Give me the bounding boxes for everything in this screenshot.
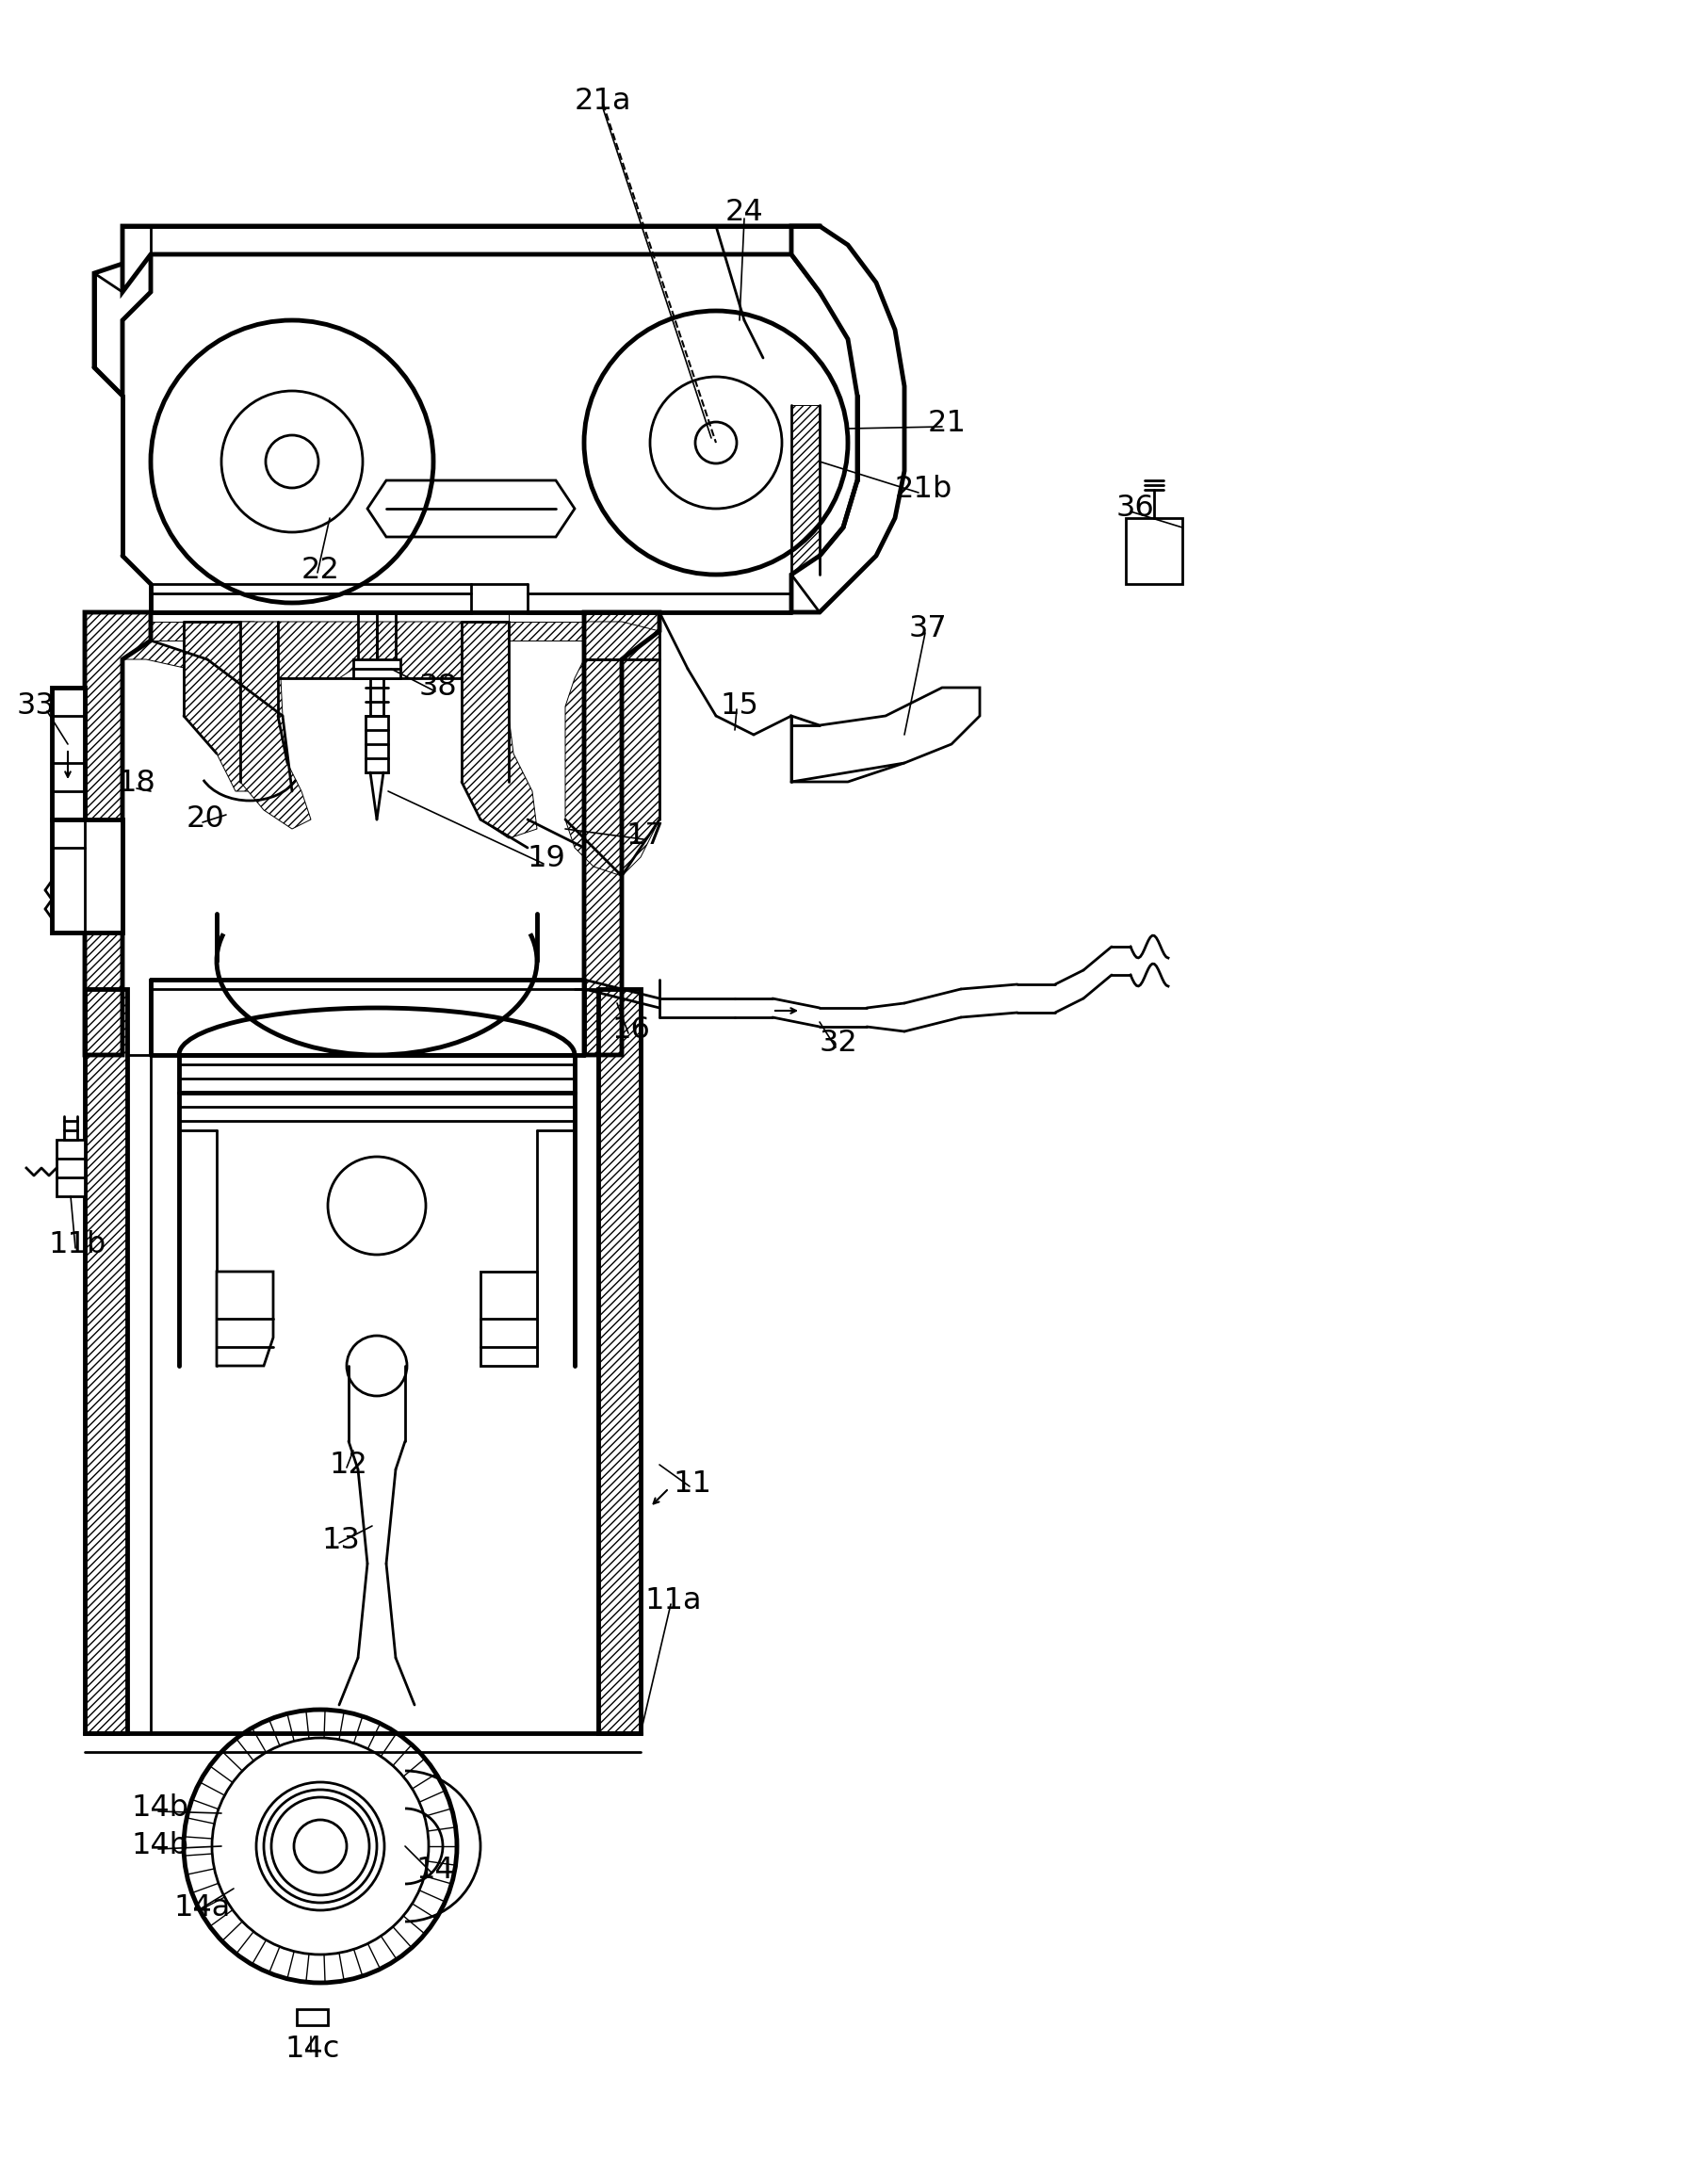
Polygon shape (94, 254, 150, 396)
Text: 17: 17 (627, 822, 664, 850)
Polygon shape (598, 989, 640, 1733)
Polygon shape (150, 613, 184, 641)
Polygon shape (65, 1130, 77, 1139)
Text: 36: 36 (1115, 493, 1155, 524)
Text: 14b: 14b (132, 1794, 190, 1824)
Text: 19: 19 (528, 844, 565, 874)
Text: 14b: 14b (132, 1833, 190, 1861)
Polygon shape (123, 226, 820, 291)
Polygon shape (184, 622, 263, 791)
Text: 20: 20 (186, 804, 225, 835)
Text: 14: 14 (417, 1854, 454, 1885)
Text: 16: 16 (611, 1015, 651, 1044)
Polygon shape (584, 613, 659, 659)
Text: 12: 12 (330, 1450, 367, 1478)
Polygon shape (217, 1272, 273, 1365)
Text: 22: 22 (301, 554, 340, 585)
Text: 38: 38 (418, 674, 458, 702)
Text: 33: 33 (17, 691, 55, 722)
Polygon shape (584, 613, 659, 1054)
Polygon shape (51, 687, 85, 820)
Text: 15: 15 (721, 691, 758, 722)
Text: 14a: 14a (174, 1894, 231, 1922)
Polygon shape (51, 820, 123, 933)
Polygon shape (123, 641, 292, 791)
Polygon shape (56, 1139, 85, 1196)
Text: 11a: 11a (646, 1587, 702, 1615)
Polygon shape (509, 613, 584, 641)
Polygon shape (791, 687, 980, 783)
Text: 14c: 14c (285, 2035, 340, 2063)
Text: 32: 32 (820, 1028, 857, 1059)
Polygon shape (1126, 517, 1182, 585)
Polygon shape (241, 622, 311, 828)
Text: 21a: 21a (574, 87, 632, 117)
Polygon shape (791, 404, 820, 574)
Polygon shape (791, 226, 905, 613)
Text: 21: 21 (927, 409, 967, 439)
Text: 13: 13 (321, 1526, 360, 1554)
Polygon shape (278, 622, 461, 678)
Polygon shape (354, 659, 400, 678)
Polygon shape (367, 480, 574, 537)
Polygon shape (366, 715, 388, 772)
Polygon shape (461, 622, 536, 839)
Text: 18: 18 (118, 770, 155, 798)
Polygon shape (85, 613, 150, 1054)
Text: 37: 37 (909, 615, 948, 644)
Polygon shape (480, 1272, 536, 1365)
Text: 11b: 11b (48, 1230, 106, 1261)
Polygon shape (565, 630, 659, 876)
Text: 21b: 21b (895, 476, 951, 504)
Polygon shape (85, 989, 126, 1733)
Text: 24: 24 (726, 198, 763, 226)
Text: 11: 11 (673, 1470, 712, 1498)
